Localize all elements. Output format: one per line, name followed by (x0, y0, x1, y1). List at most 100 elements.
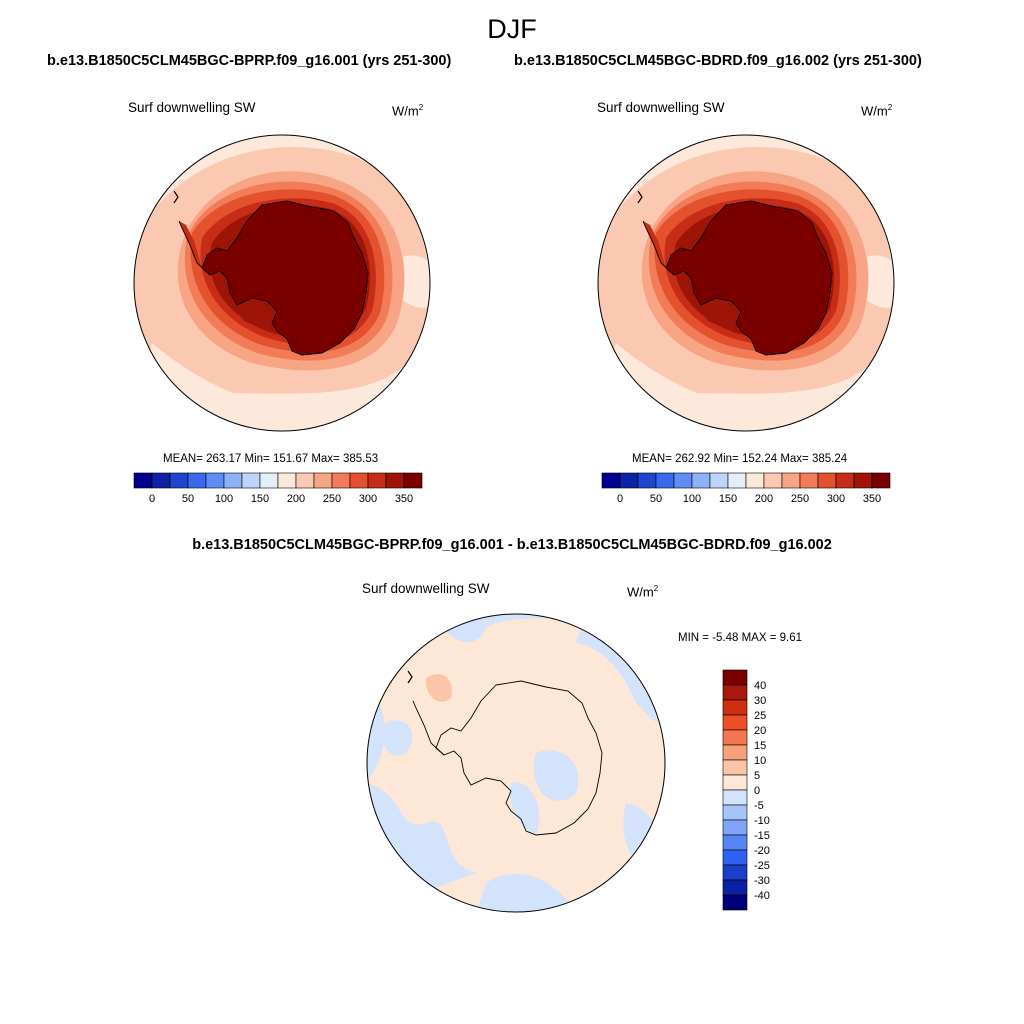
colorbar-swatch (722, 669, 748, 686)
ice-shelf (237, 298, 277, 331)
colorbar-swatch (385, 472, 405, 489)
colorbar-swatch (722, 774, 748, 791)
colorbar-swatch (722, 834, 748, 851)
colorbar-tick-label: -40 (754, 890, 770, 902)
right-colorbar: 0 50 100 150 200 250 300 350 (601, 472, 891, 505)
colorbar-swatch (331, 472, 351, 489)
south-america-tip (637, 190, 643, 204)
colorbar-tick-label: -10 (754, 815, 770, 827)
colorbar-swatch (781, 472, 801, 489)
colorbar-swatch (722, 804, 748, 821)
colorbar-tick-label: 100 (683, 493, 701, 505)
left-polar-map (133, 134, 431, 432)
colorbar-swatch (259, 472, 279, 489)
colorbar-tick-label: 25 (754, 710, 766, 722)
colorbar-swatch (817, 472, 837, 489)
colorbar-swatch (691, 472, 711, 489)
colorbar-tick-label: 50 (182, 493, 194, 505)
peninsula-coastline (178, 220, 211, 276)
colorbar-swatch (367, 472, 387, 489)
colorbar-tick-label: 300 (359, 493, 377, 505)
left-map-border (133, 134, 431, 432)
colorbar-swatch (637, 472, 657, 489)
colorbar-tick-label: 350 (395, 493, 413, 505)
colorbar-swatch (722, 849, 748, 866)
diff-minmax: MIN = -5.48 MAX = 9.61 (678, 632, 803, 644)
peninsula-coastline (412, 700, 445, 756)
colorbar-swatch (151, 472, 171, 489)
left-variable-label: Surf downwelling SW (128, 100, 256, 115)
diff-map-border (366, 613, 666, 913)
colorbar-swatch (655, 472, 675, 489)
colorbar-tick-label: 250 (323, 493, 341, 505)
diff-negative-area (382, 720, 413, 756)
south-america-tip (173, 190, 179, 204)
left-colorbar: 0 50 100 150 200 250 300 350 (133, 472, 423, 505)
diff-negative-area (623, 803, 665, 883)
colorbar-tick-label: -15 (754, 830, 770, 842)
colorbar-swatch (187, 472, 207, 489)
colorbar-tick-label: 300 (827, 493, 845, 505)
diff-colorbar: 40 30 25 20 15 10 5 0 -5 -10 -15 -20 -25 -30 -40 (722, 669, 770, 911)
colorbar-swatch (722, 789, 748, 806)
colorbar-tick-label: 5 (754, 770, 760, 782)
antarctica-continent (666, 201, 832, 355)
diff-positive-max-area (425, 674, 452, 702)
colorbar-swatch (745, 472, 765, 489)
colorbar-tick-label: 0 (149, 493, 155, 505)
colorbar-swatch (722, 819, 748, 836)
colorbar-tick-label: -20 (754, 845, 770, 857)
colorbar-tick-label: -25 (754, 860, 770, 872)
colorbar-swatch (709, 472, 729, 489)
colorbar-tick-label: -5 (754, 800, 764, 812)
colorbar-swatch (295, 472, 315, 489)
colorbar-tick-label: 150 (719, 493, 737, 505)
diff-negative-area (510, 782, 540, 835)
colorbar-swatch (722, 864, 748, 881)
right-variable-label: Surf downwelling SW (597, 100, 725, 115)
colorbar-swatch (722, 729, 748, 746)
colorbar-tick-label: 100 (215, 493, 233, 505)
antarctica-continent (202, 201, 368, 355)
colorbar-swatch (673, 472, 693, 489)
diff-case-title: b.e13.B1850C5CLM45BGC-BPRP.f09_g16.001 -… (192, 537, 832, 553)
colorbar-swatch (169, 472, 189, 489)
peninsula-coastline (642, 220, 675, 276)
coastline (665, 200, 833, 356)
south-america-tip (407, 670, 413, 684)
colorbar-swatch (835, 472, 855, 489)
antarctic-peninsula (179, 221, 210, 275)
colorbar-tick-label: 0 (754, 785, 760, 797)
colorbar-swatch (722, 714, 748, 731)
colorbar-swatch (853, 472, 873, 489)
colorbar-swatch (313, 472, 333, 489)
diff-variable-label: Surf downwelling SW (362, 581, 490, 596)
colorbar-tick-label: 200 (755, 493, 773, 505)
colorbar-tick-label: -30 (754, 875, 770, 887)
colorbar-tick-label: 0 (617, 493, 623, 505)
season-title: DJF (487, 14, 537, 44)
colorbar-swatch (349, 472, 369, 489)
colorbar-swatch (722, 894, 748, 911)
coastline (435, 680, 603, 836)
colorbar-swatch (722, 744, 748, 761)
colorbar-tick-label: 350 (863, 493, 881, 505)
colorbar-swatch (133, 472, 153, 489)
sw-patch-light (371, 151, 393, 169)
colorbar-swatch (722, 759, 748, 776)
colorbar-swatch (722, 699, 748, 716)
coastline (201, 200, 369, 356)
colorbar-swatch (403, 472, 423, 489)
colorbar-swatch (223, 472, 243, 489)
colorbar-tick-label: 20 (754, 725, 766, 737)
sw-patch-light (835, 151, 857, 169)
colorbar-tick-label: 150 (251, 493, 269, 505)
left-units: W/m2 (392, 103, 424, 119)
diff-negative-area (534, 750, 579, 801)
right-case-title: b.e13.B1850C5CLM45BGC-BDRD.f09_g16.002 (… (514, 53, 922, 69)
antarctic-peninsula (643, 221, 674, 275)
diff-units: W/m2 (627, 584, 659, 600)
colorbar-tick-label: 10 (754, 755, 766, 767)
colorbar-swatch (722, 684, 748, 701)
colorbar-swatch (205, 472, 225, 489)
